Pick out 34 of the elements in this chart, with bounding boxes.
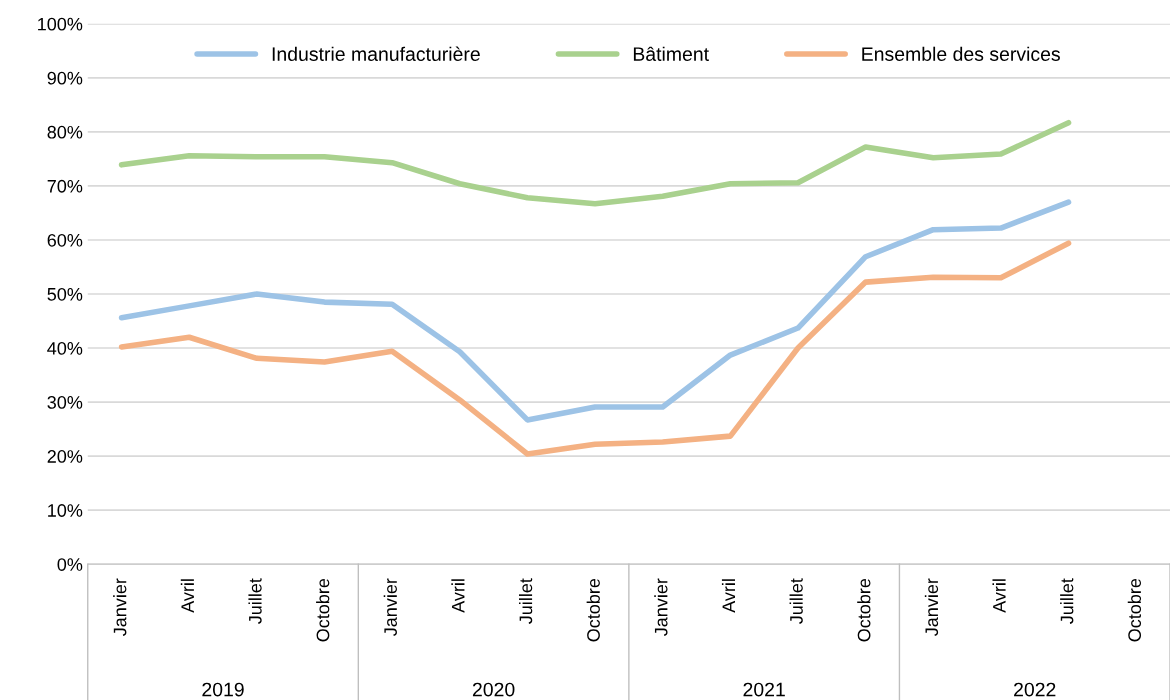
x-tick-label: Juillet bbox=[1060, 578, 1074, 624]
y-tick-label: 80% bbox=[47, 125, 83, 139]
x-tick-label: Octobre bbox=[857, 578, 871, 642]
x-tick-label: Janvier bbox=[654, 578, 668, 637]
text: 2019 bbox=[202, 682, 244, 697]
y-tick-label: 50% bbox=[47, 287, 83, 301]
y-tick-label: 30% bbox=[47, 396, 83, 409]
legend-label: Ensemble des services bbox=[862, 46, 1060, 61]
text: 2021 bbox=[743, 682, 785, 697]
y-tick-label: 10% bbox=[48, 504, 83, 517]
x-tick-label: Janvier bbox=[383, 578, 397, 637]
x-tick-label: Avril bbox=[721, 579, 736, 613]
y-tick-label: 0% bbox=[57, 558, 83, 571]
x-tick-label: Janvier bbox=[113, 578, 127, 637]
y-tick-label: 60% bbox=[47, 233, 83, 247]
x-tick-label: Juillet bbox=[519, 578, 533, 624]
y-tick-label: 40% bbox=[47, 341, 83, 355]
x-tick-label: Juillet bbox=[248, 578, 262, 624]
x-tick-label: Octobre bbox=[1127, 578, 1142, 642]
x-tick-label: Janvier bbox=[924, 578, 939, 637]
text: 2020 bbox=[472, 682, 515, 697]
text: 2022 bbox=[1014, 682, 1056, 697]
x-tick-label: Avril bbox=[451, 579, 465, 613]
legend-label: Bâtiment bbox=[633, 46, 709, 61]
y-tick-label: 100% bbox=[38, 17, 83, 31]
x-tick-label: Octobre bbox=[586, 578, 600, 642]
x-tick-label: Juillet bbox=[789, 578, 803, 624]
y-tick-label: 90% bbox=[47, 71, 83, 85]
x-tick-label: Avril bbox=[180, 579, 194, 613]
legend-label: Industrie manufacturière bbox=[272, 46, 480, 61]
y-tick-label: 70% bbox=[47, 179, 83, 193]
x-tick-label: Octobre bbox=[316, 578, 330, 642]
x-tick-label: Avril bbox=[992, 579, 1006, 613]
y-tick-label: 20% bbox=[47, 450, 83, 463]
